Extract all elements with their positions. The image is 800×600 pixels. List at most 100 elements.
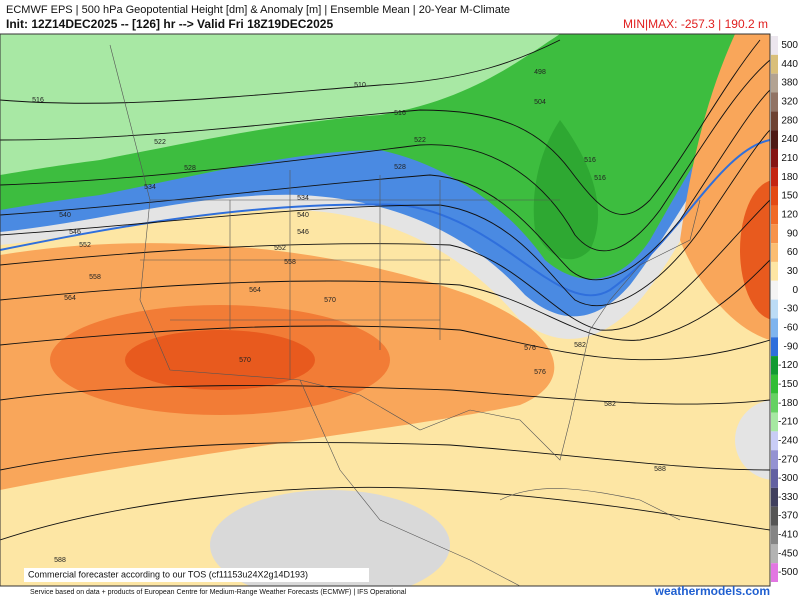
map — [0, 34, 770, 586]
colorbar-swatch — [771, 54, 778, 74]
contour-label: 516 — [584, 157, 596, 164]
anomaly-area — [740, 180, 770, 320]
contour-label: 570 — [239, 357, 251, 364]
contour-label: 540 — [297, 212, 309, 219]
anomaly-area — [533, 120, 599, 260]
colorbar-swatch — [771, 544, 778, 564]
colorbar-swatch — [771, 186, 778, 206]
anomaly-area — [210, 490, 450, 586]
colorbar-swatch — [771, 431, 778, 451]
contour-label: 558 — [89, 274, 101, 281]
notice: Commercial forecaster according to our T… — [28, 569, 308, 579]
contour-label: 576 — [534, 369, 546, 376]
colorbar-swatch — [771, 92, 778, 112]
contour-label: 516 — [594, 175, 606, 182]
colorbar-label: 150 — [781, 191, 798, 202]
colorbar-label: 500 — [781, 40, 798, 51]
colorbar-swatch — [771, 506, 778, 526]
colorbar-label: -90 — [784, 341, 799, 352]
colorbar-swatch — [771, 280, 778, 300]
contours — [0, 39, 770, 541]
contour-label: 588 — [654, 466, 666, 473]
contour-label: 564 — [64, 295, 76, 302]
colorbar-label: -30 — [784, 304, 799, 315]
colorbar-label: -270 — [778, 454, 798, 465]
footer-credit: Service based on data + products of Euro… — [30, 589, 407, 596]
colorbar-label: -330 — [778, 492, 798, 503]
colorbar-swatch — [771, 412, 778, 432]
colorbar-swatch — [771, 205, 778, 225]
contour-label: 552 — [274, 245, 286, 252]
colorbar-swatch — [771, 318, 778, 338]
colorbar-label: 280 — [781, 115, 798, 126]
colorbar-swatch — [771, 243, 778, 262]
contour-label: 570 — [324, 297, 336, 304]
contour-label: 504 — [534, 99, 546, 106]
colorbar-swatch — [771, 36, 778, 55]
colorbar-swatch — [771, 356, 778, 375]
colorbar-label: -60 — [784, 322, 799, 333]
colorbar-label: -410 — [778, 530, 798, 541]
colorbar-label: -210 — [778, 417, 798, 428]
colorbar-label: -180 — [778, 398, 798, 409]
colorbar-label: 440 — [781, 59, 798, 70]
colorbar-label: 380 — [781, 78, 798, 89]
contour-label: 564 — [249, 287, 261, 294]
colorbar-label: -450 — [778, 548, 798, 559]
contour-label: 552 — [79, 242, 91, 249]
colorbar-label: -240 — [778, 435, 798, 446]
boundaries — [109, 44, 701, 586]
colorbar-label: -120 — [778, 360, 798, 371]
colorbar-label: -500 — [778, 567, 798, 578]
contour-label: 576 — [524, 345, 536, 352]
contour-label: 534 — [297, 195, 309, 202]
contour-label: 546 — [69, 229, 81, 236]
colorbar-swatch — [771, 73, 778, 93]
colorbar-label: -300 — [778, 473, 798, 484]
contour-label: 540 — [59, 212, 71, 219]
colorbar-swatch — [771, 450, 778, 470]
colorbar-swatch — [771, 337, 778, 357]
contour-label: 546 — [297, 229, 309, 236]
contour-label: 534 — [144, 184, 156, 191]
colorbar-swatch — [771, 111, 778, 131]
contour-label: 558 — [284, 259, 296, 266]
colorbar-swatch — [771, 393, 778, 413]
contour-label: 510 — [354, 82, 366, 89]
colorbar-label: 60 — [787, 247, 799, 258]
colorbar-label: 90 — [787, 228, 799, 239]
brand: weathermodels.com — [654, 584, 770, 598]
colorbar-label: 0 — [792, 285, 798, 296]
colorbar-label: 120 — [781, 210, 798, 221]
contour-label: 582 — [574, 342, 586, 349]
colorbar-swatch — [771, 148, 778, 168]
contour-label: 522 — [154, 139, 166, 146]
contour-label: 522 — [414, 137, 426, 144]
colorbar-label: 210 — [781, 153, 798, 164]
colorbar-swatch — [771, 469, 778, 488]
title: ECMWF EPS | 500 hPa Geopotential Height … — [6, 4, 510, 16]
map-frame — [0, 33, 771, 587]
colorbar-label: -150 — [778, 379, 798, 390]
colorbar-swatch — [771, 299, 778, 319]
colorbar-label: 30 — [787, 266, 799, 277]
anomaly-area — [0, 34, 560, 175]
contour-label: 588 — [54, 557, 66, 564]
anomaly-area — [735, 400, 770, 480]
anomaly-area — [125, 330, 315, 390]
colorbar-label: -370 — [778, 511, 798, 522]
colorbar-swatch — [771, 261, 778, 281]
colorbar-swatch — [771, 167, 778, 187]
colorbar-label: 320 — [781, 97, 798, 108]
contour-label: 498 — [534, 69, 546, 76]
subtitle: Init: 12Z14DEC2025 -- [126] hr --> Valid… — [6, 17, 333, 31]
notice-box — [24, 568, 369, 582]
contour-label: 516 — [32, 97, 44, 104]
min-max: MIN|MAX: -257.3 | 190.2 m — [623, 17, 768, 31]
colorbar-swatch — [771, 525, 778, 545]
colorbar-swatch — [771, 130, 778, 149]
colorbar-swatch — [771, 487, 778, 507]
colorbar-swatch — [771, 374, 778, 394]
colorbar-label: 240 — [781, 134, 798, 145]
